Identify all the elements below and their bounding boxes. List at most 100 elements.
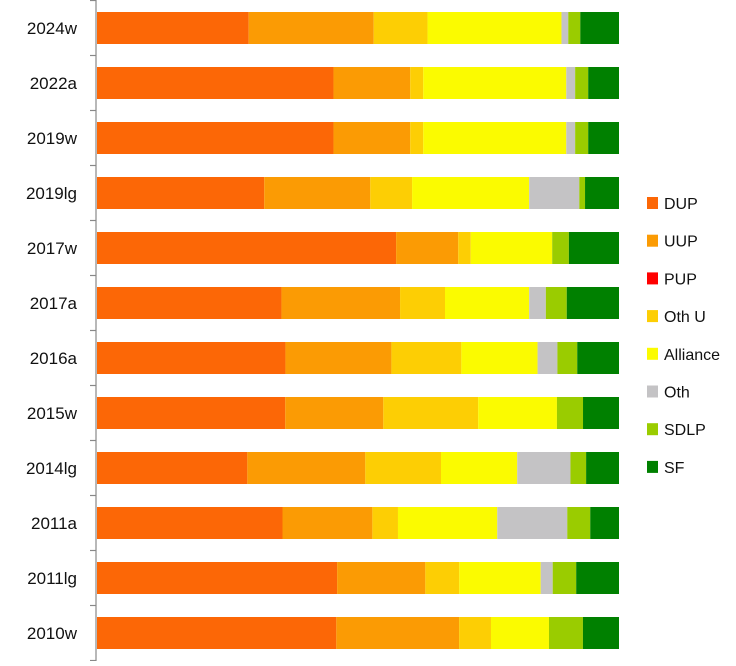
- legend-label: Oth: [664, 385, 690, 402]
- bar-segment-sf-2017a: [566, 287, 619, 319]
- bar-segment-oth-2017a: [529, 287, 546, 319]
- category-label: 2017a: [30, 294, 78, 313]
- category-label: 2010w: [27, 624, 78, 643]
- category-label: 2016a: [30, 349, 78, 368]
- bar-segment-oth-u-2016a: [391, 342, 462, 374]
- bar-segment-oth-u-2024w: [373, 12, 428, 44]
- bar-segment-oth-u-2022a: [410, 67, 424, 99]
- bar-segment-sf-2014lg: [586, 452, 619, 484]
- bar-segment-alliance-2015w: [478, 397, 557, 429]
- bar-segment-sf-2010w: [582, 617, 619, 649]
- bar-segment-uup-2024w: [248, 12, 374, 44]
- category-labels: 2024w 2022a 2019w 2019lg 2017w 2017a 2016a 2015…: [26, 19, 78, 643]
- bar-segment-sf-2016a: [577, 342, 619, 374]
- bar-segment-sf-2017w: [568, 232, 619, 264]
- bar-segment-alliance-2017a: [445, 287, 530, 319]
- category-label: 2019lg: [26, 184, 77, 203]
- bar-segment-uup-2019lg: [264, 177, 371, 209]
- bar-segment-oth-2011a: [497, 507, 568, 539]
- bar-segment-dup-2011lg: [97, 562, 338, 594]
- bar-segment-uup-2014lg: [247, 452, 366, 484]
- legend-label: DUP: [664, 196, 698, 213]
- bar-segment-sdlp-2011a: [567, 507, 591, 539]
- bar-segment-oth-u-2017w: [458, 232, 471, 264]
- bar-segment-uup-2022a: [333, 67, 411, 99]
- legend-swatch: [647, 460, 658, 473]
- bar-segment-oth-2019w: [566, 122, 576, 154]
- bar-segment-dup-2019w: [97, 122, 334, 154]
- bars-group: [97, 12, 619, 649]
- bar-segment-oth-u-2011a: [372, 507, 398, 539]
- bar-segment-dup-2017w: [97, 232, 397, 264]
- bar-segment-dup-2022a: [97, 67, 334, 99]
- bar-segment-uup-2017a: [281, 287, 401, 319]
- legend-label: SF: [664, 460, 685, 477]
- bar-segment-sdlp-2015w: [556, 397, 584, 429]
- bar-segment-uup-2016a: [285, 342, 392, 374]
- bar-segment-oth-u-2015w: [383, 397, 479, 429]
- bar-segment-oth-u-2014lg: [365, 452, 441, 484]
- bar-segment-dup-2017a: [97, 287, 282, 319]
- bar-segment-alliance-2019w: [423, 122, 567, 154]
- legend-label: UUP: [664, 234, 698, 251]
- bar-segment-oth-2011lg: [540, 562, 553, 594]
- bar-segment-sdlp-2017w: [552, 232, 569, 264]
- bar-segment-dup-2024w: [97, 12, 249, 44]
- bar-segment-oth-2022a: [566, 67, 576, 99]
- legend-swatch: [647, 423, 658, 436]
- bar-segment-sdlp-2010w: [548, 617, 583, 649]
- category-label: 2022a: [30, 74, 78, 93]
- bar-segment-alliance-2019lg: [412, 177, 530, 209]
- category-axis: [90, 0, 97, 662]
- bar-segment-oth-2024w: [561, 12, 569, 44]
- category-label: 2014lg: [26, 459, 77, 478]
- bar-segment-alliance-2011a: [397, 507, 498, 539]
- bar-segment-dup-2014lg: [97, 452, 248, 484]
- bar-segment-uup-2011lg: [337, 562, 426, 594]
- category-label: 2017w: [27, 239, 78, 258]
- category-label: 2019w: [27, 129, 78, 148]
- bar-segment-alliance-2017w: [470, 232, 553, 264]
- category-label: 2024w: [27, 19, 78, 38]
- bar-segment-alliance-2022a: [423, 67, 567, 99]
- bar-segment-dup-2016a: [97, 342, 286, 374]
- legend: DUP UUP PUP Oth U Alliance Oth SDLP SF: [647, 196, 720, 477]
- bar-segment-alliance-2024w: [427, 12, 562, 44]
- bar-segment-oth-u-2011lg: [425, 562, 460, 594]
- legend-swatch: [647, 272, 658, 285]
- bar-segment-sdlp-2019w: [575, 122, 589, 154]
- bar-segment-sf-2015w: [583, 397, 619, 429]
- bar-segment-sf-2024w: [580, 12, 619, 44]
- bar-segment-sf-2022a: [588, 67, 619, 99]
- bar-segment-oth-u-2019w: [410, 122, 424, 154]
- bar-segment-oth-2016a: [537, 342, 558, 374]
- legend-label: PUP: [664, 271, 697, 288]
- bar-segment-sf-2019lg: [585, 177, 619, 209]
- bar-segment-sdlp-2024w: [568, 12, 581, 44]
- bar-segment-uup-2015w: [285, 397, 384, 429]
- legend-label: SDLP: [664, 422, 706, 439]
- bar-segment-uup-2010w: [336, 617, 460, 649]
- bar-segment-sdlp-2011lg: [552, 562, 577, 594]
- bar-segment-dup-2010w: [97, 617, 337, 649]
- bar-segment-alliance-2014lg: [440, 452, 518, 484]
- bar-segment-uup-2019w: [333, 122, 411, 154]
- legend-swatch: [647, 347, 658, 360]
- legend-label: Alliance: [664, 347, 720, 364]
- bar-segment-sdlp-2019lg: [579, 177, 586, 209]
- bar-segment-alliance-2016a: [461, 342, 538, 374]
- bar-segment-oth-2014lg: [517, 452, 571, 484]
- legend-swatch: [647, 234, 658, 247]
- bar-segment-oth-2019lg: [529, 177, 580, 209]
- bar-segment-alliance-2011lg: [459, 562, 541, 594]
- bar-segment-uup-2011a: [282, 507, 373, 539]
- bar-segment-sdlp-2017a: [545, 287, 567, 319]
- bar-segment-sdlp-2022a: [575, 67, 589, 99]
- category-label: 2015w: [27, 404, 78, 423]
- bar-segment-uup-2017w: [396, 232, 459, 264]
- bar-segment-sdlp-2016a: [557, 342, 578, 374]
- bar-segment-sf-2019w: [588, 122, 619, 154]
- category-label: 2011a: [31, 514, 78, 533]
- legend-swatch: [647, 385, 658, 398]
